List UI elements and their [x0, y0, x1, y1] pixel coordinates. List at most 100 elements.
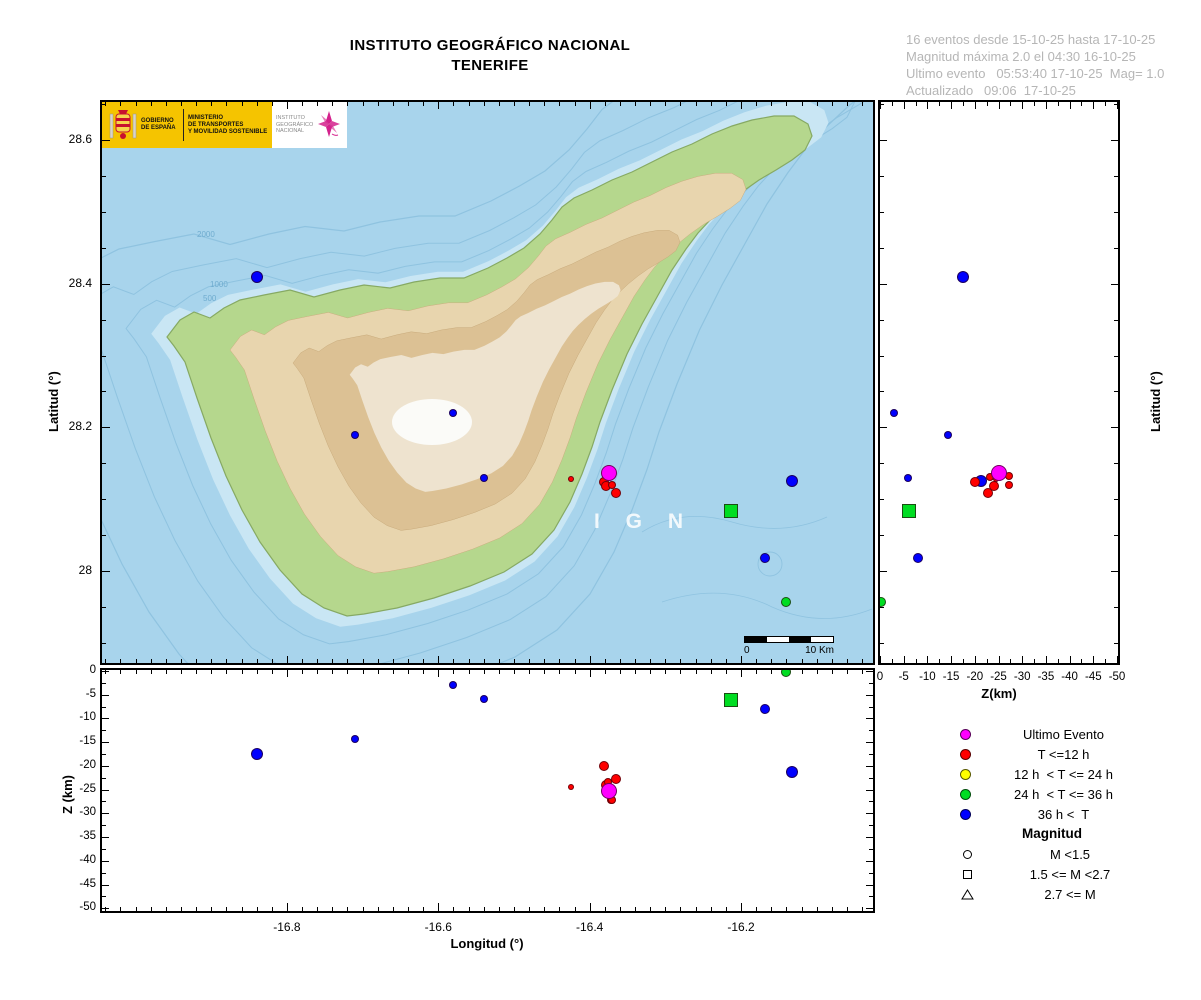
axis-tick: [438, 102, 440, 109]
map-panel: GOBIERNO DE ESPAÑA MINISTERIO DE TRANSPO…: [100, 100, 875, 665]
axis-tick: [483, 102, 485, 106]
axis-tick: [1105, 659, 1107, 663]
axis-tick: [869, 777, 873, 779]
axis-tick: [150, 670, 152, 674]
axis-tick: [756, 670, 758, 674]
axis-tick: [1114, 642, 1118, 644]
axis-tick: [453, 659, 455, 663]
event-marker: [611, 487, 622, 498]
event-marker: [479, 473, 488, 482]
axis-tick: [256, 907, 258, 911]
axis-tick: [589, 102, 591, 109]
axis-tick: [529, 670, 531, 674]
legend-item: Ultimo Evento: [948, 724, 1156, 744]
axis-tick: [196, 670, 198, 674]
axis-tick: [317, 102, 319, 106]
legend-item-label: T <=12 h: [1037, 746, 1090, 762]
axis-tick: [102, 730, 106, 732]
axis-tick: [589, 656, 591, 663]
axis-tick: [756, 907, 758, 911]
bottom-depth-tick-label: 0: [89, 663, 96, 676]
legend-color-swatch: [960, 808, 971, 820]
axis-tick: [317, 907, 319, 911]
axis-tick: [102, 754, 106, 756]
axis-tick: [771, 102, 773, 106]
axis-tick: [574, 102, 576, 106]
legend-time-classes: Ultimo Evento T <=12 h 12 h < T <= 24 h 24 …: [948, 724, 1156, 824]
axis-tick: [513, 907, 515, 911]
axis-tick: [102, 777, 106, 779]
axis-tick: [725, 670, 727, 674]
legend-magnitude-label: 2.7 <= M: [1044, 886, 1096, 902]
axis-tick: [498, 659, 500, 663]
axis-tick: [650, 659, 652, 663]
latitude-tick-label: 28: [78, 562, 92, 577]
axis-tick: [846, 907, 848, 911]
ign-logo-icon: [318, 111, 341, 137]
axis-tick: [741, 903, 743, 911]
axis-tick: [801, 659, 803, 663]
axis-tick: [866, 742, 873, 744]
axis-tick: [816, 659, 818, 663]
axis-tick: [846, 102, 848, 106]
right-depth-tick-label: -25: [990, 671, 1007, 683]
axis-tick: [866, 718, 873, 720]
legend-color-swatch: [960, 728, 971, 740]
axis-tick: [102, 499, 106, 501]
axis-tick: [816, 907, 818, 911]
axis-tick: [102, 837, 109, 839]
last-event-marker: [601, 782, 618, 799]
axis-tick: [1114, 606, 1118, 608]
axis-tick: [986, 659, 988, 663]
axis-tick: [102, 825, 106, 827]
axis-tick: [880, 570, 887, 572]
axis-tick: [483, 907, 485, 911]
axis-tick: [1034, 102, 1036, 106]
axis-tick: [816, 670, 818, 674]
axis-tick: [1114, 104, 1118, 106]
axis-tick: [1022, 656, 1024, 663]
axis-tick: [423, 659, 425, 663]
axis-tick: [180, 102, 182, 106]
axis-tick: [695, 907, 697, 911]
ign-label: INSTITUTO GEOGRÁFICO NACIONAL: [276, 115, 314, 135]
axis-tick: [150, 907, 152, 911]
axis-tick: [377, 659, 379, 663]
axis-tick: [544, 102, 546, 106]
right-depth-axis-title: Z(km): [981, 686, 1017, 701]
axis-tick: [135, 670, 137, 674]
axis-tick: [869, 801, 873, 803]
square-symbol-icon: [950, 869, 984, 879]
bottom-depth-tick-label: -35: [79, 830, 96, 843]
axis-tick: [710, 907, 712, 911]
axis-tick: [1111, 427, 1118, 429]
axis-tick: [196, 102, 198, 106]
spain-coat-of-arms-icon: [109, 110, 137, 139]
axis-tick: [423, 907, 425, 911]
axis-tick: [438, 656, 440, 663]
bottom-depth-tick-label: -15: [79, 735, 96, 748]
axis-tick: [347, 670, 349, 674]
circle-symbol-icon: [950, 849, 984, 859]
triangle-symbol-icon: [950, 888, 984, 900]
axis-tick: [880, 463, 884, 465]
axis-tick: [998, 656, 1000, 663]
axis-tick: [1117, 102, 1118, 109]
axis-tick: [880, 499, 884, 501]
axis-tick: [710, 102, 712, 106]
legend-item-label: Ultimo Evento: [1023, 726, 1104, 742]
axis-tick: [1114, 247, 1118, 249]
title-line-2: TENERIFE: [451, 57, 529, 74]
axis-tick: [120, 659, 122, 663]
axis-tick: [468, 102, 470, 106]
axis-tick: [1093, 656, 1095, 663]
axis-tick: [1045, 656, 1047, 663]
longitude-tick-label: -16.2: [727, 920, 755, 934]
axis-tick: [286, 656, 288, 663]
axis-tick: [574, 659, 576, 663]
axis-tick: [226, 907, 228, 911]
event-marker: [1004, 480, 1013, 489]
legend-item: 36 h < T: [948, 804, 1156, 824]
axis-tick: [869, 754, 873, 756]
